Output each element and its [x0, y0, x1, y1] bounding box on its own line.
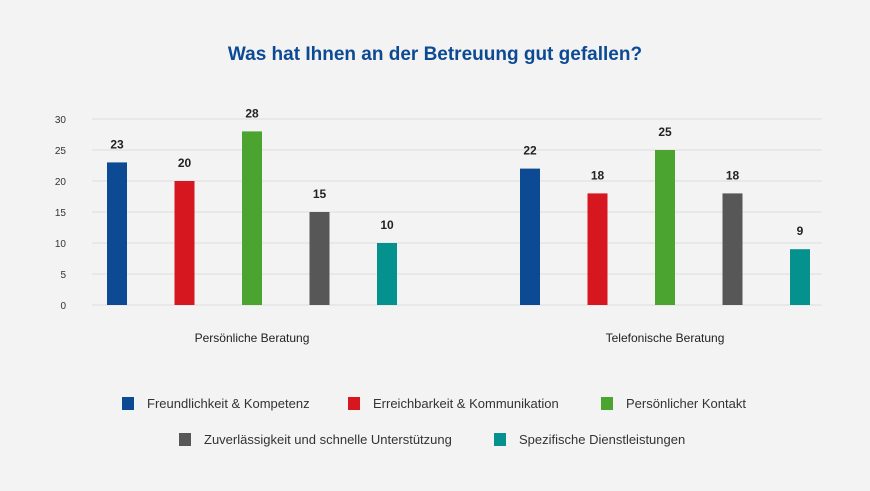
- category-labels: Persönliche Beratung Telefonische Beratun…: [195, 331, 725, 345]
- bar: [107, 162, 127, 305]
- bar: [790, 249, 810, 305]
- value-label: 20: [178, 156, 192, 170]
- legend-label: Spezifische Dienstleistungen: [519, 432, 685, 447]
- y-tick-label: 25: [55, 146, 67, 157]
- value-label: 9: [797, 224, 804, 238]
- value-label: 10: [380, 218, 394, 232]
- y-tick-label: 10: [55, 239, 67, 250]
- value-label: 25: [658, 125, 672, 139]
- gridlines: [92, 118, 822, 306]
- value-label: 18: [591, 168, 605, 182]
- legend: Freundlichkeit & Kompetenz Erreichbarkeit…: [122, 396, 746, 447]
- legend-label: Freundlichkeit & Kompetenz: [147, 396, 310, 411]
- value-label: 15: [313, 187, 327, 201]
- legend-swatch: [601, 397, 613, 410]
- category-label: Telefonische Beratung: [606, 331, 725, 345]
- bar: [174, 181, 195, 305]
- category-label: Persönliche Beratung: [195, 331, 310, 345]
- legend-swatch: [179, 433, 191, 446]
- value-label: 28: [245, 106, 259, 120]
- legend-swatch: [348, 397, 360, 410]
- bar: [722, 193, 743, 305]
- bar: [587, 193, 608, 305]
- y-tick-label: 30: [55, 115, 67, 126]
- legend-swatch: [494, 433, 506, 446]
- bar: [377, 243, 397, 305]
- bar: [655, 150, 675, 305]
- y-tick-label: 20: [55, 177, 67, 188]
- legend-swatch: [122, 397, 134, 410]
- y-tick-label: 15: [55, 208, 67, 219]
- value-label: 22: [523, 144, 537, 158]
- y-tick-label: 5: [60, 270, 66, 281]
- bars: [107, 131, 810, 305]
- bar: [520, 168, 540, 305]
- chart-title: Was hat Ihnen an der Betreuung gut gefal…: [228, 44, 642, 65]
- legend-label: Persönlicher Kontakt: [626, 396, 746, 411]
- value-labels: 23 20 28 15 10 22 18 25 18 9: [110, 106, 803, 238]
- value-label: 18: [726, 168, 740, 182]
- bar: [242, 131, 262, 305]
- y-axis-ticks: 0 5 10 15 20 25 30: [55, 115, 67, 312]
- value-label: 23: [110, 137, 124, 151]
- legend-label: Erreichbarkeit & Kommunikation: [373, 396, 559, 411]
- y-tick-label: 0: [60, 301, 66, 312]
- bar: [309, 212, 330, 305]
- legend-label: Zuverlässigkeit und schnelle Unterstützu…: [204, 432, 452, 447]
